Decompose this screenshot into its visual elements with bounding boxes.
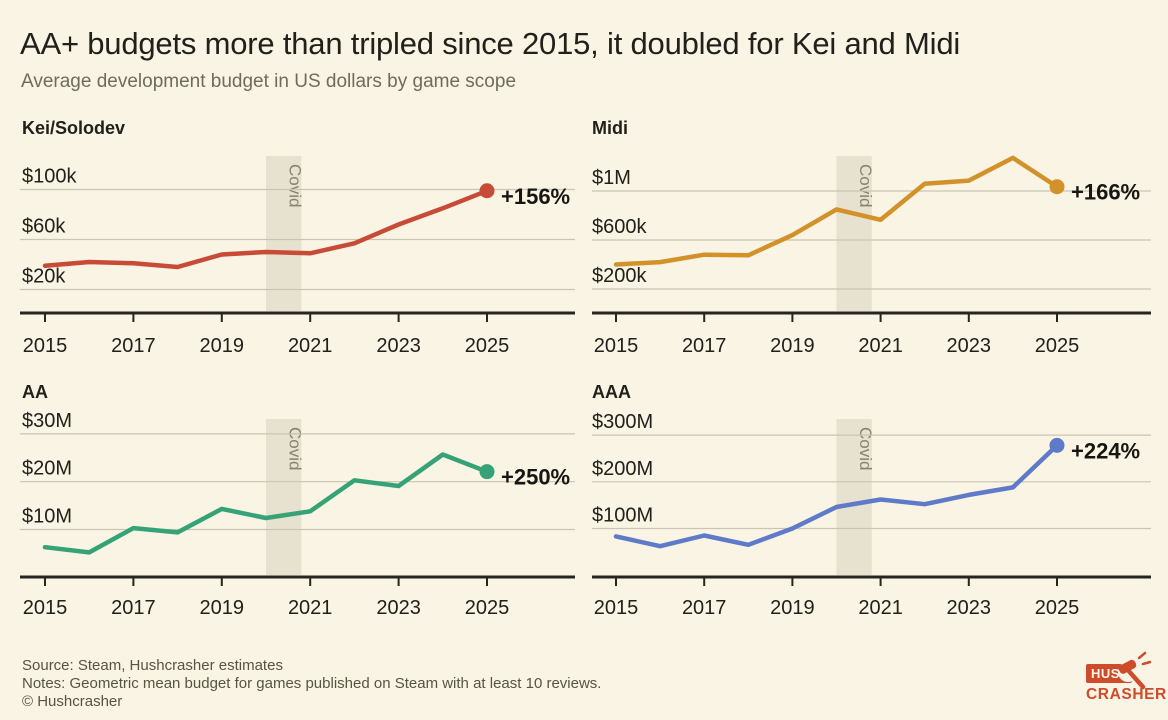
- covid-band: [266, 156, 302, 311]
- x-tick-label: 2015: [23, 335, 68, 357]
- y-tick-label: $600k: [592, 216, 647, 238]
- x-tick-label: 2023: [947, 335, 992, 357]
- y-tick-label: $60k: [22, 216, 66, 238]
- x-tick-label: 2015: [594, 597, 639, 619]
- footer-source: Source: Steam, Hushcrasher estimates: [22, 657, 283, 674]
- covid-band: [266, 419, 302, 575]
- x-tick-label: 2015: [594, 335, 639, 357]
- series-end-dot: [479, 183, 495, 199]
- series-line: [613, 443, 1060, 549]
- chart-panel-kei-solodev: Covid $100k $60k $20k Kei/Solodev +156% 2015 20…: [20, 118, 575, 357]
- footer-notes: Notes: Geometric mean budget for games p…: [22, 675, 602, 692]
- pct-change-label: +166%: [1071, 180, 1140, 205]
- covid-band-label: Covid: [856, 427, 875, 470]
- panel-title: Midi: [592, 118, 628, 138]
- y-tick-label: $20k: [22, 266, 66, 288]
- covid-band-label: Covid: [856, 164, 875, 207]
- covid-band-label: Covid: [286, 164, 305, 207]
- x-tick-label: 2017: [682, 597, 727, 619]
- x-tick-label: 2021: [858, 335, 903, 357]
- panel-title: AA: [22, 382, 48, 402]
- y-tick-label: $200M: [592, 458, 653, 480]
- page-title: AA+ budgets more than tripled since 2015…: [20, 26, 961, 61]
- x-tick-label: 2025: [1035, 335, 1080, 357]
- hammer-icon: [1118, 651, 1152, 690]
- x-tick-label: 2019: [770, 335, 815, 357]
- x-tick-label: 2017: [111, 597, 156, 619]
- covid-band: [836, 419, 872, 575]
- x-tick-label: 2025: [465, 597, 510, 619]
- x-tick-label: 2021: [288, 597, 333, 619]
- x-tick-label: 2025: [465, 335, 510, 357]
- x-tick-label: 2017: [111, 335, 156, 357]
- x-tick-label: 2025: [1035, 597, 1080, 619]
- x-tick-label: 2017: [682, 335, 727, 357]
- x-tick-label: 2021: [288, 335, 333, 357]
- footer-copyright: © Hushcrasher: [22, 693, 123, 710]
- page-subtitle: Average development budget in US dollars…: [21, 71, 517, 92]
- y-tick-label: $100k: [22, 166, 77, 188]
- x-tick-label: 2019: [770, 597, 815, 619]
- y-tick-label: $100M: [592, 505, 653, 527]
- footer: Source: Steam, Hushcrasher estimates Not…: [22, 657, 601, 711]
- y-tick-label: $20M: [22, 458, 72, 480]
- y-tick-label: $30M: [22, 410, 72, 432]
- covid-band: [836, 156, 872, 311]
- series-end-dot: [479, 464, 495, 480]
- pct-change-label: +250%: [501, 465, 570, 490]
- x-tick-label: 2019: [200, 335, 245, 357]
- panel-title: AAA: [592, 382, 631, 402]
- y-tick-label: $300M: [592, 411, 653, 433]
- x-tick-label: 2015: [23, 597, 68, 619]
- x-tick-label: 2021: [858, 597, 903, 619]
- covid-band-label: Covid: [286, 427, 305, 470]
- pct-change-label: +156%: [501, 184, 570, 209]
- series-line: [42, 188, 490, 270]
- y-tick-label: $200k: [592, 265, 647, 287]
- x-tick-label: 2023: [376, 597, 421, 619]
- series-end-dot: [1049, 179, 1065, 195]
- chart-panel-aa: Covid $30M $20M $10M AA +250% 2015 2017 2019 2021…: [20, 382, 575, 619]
- x-tick-label: 2019: [200, 597, 245, 619]
- series-line: [613, 155, 1060, 267]
- chart-panel-aaa: Covid $300M $200M $100M AAA +224% 2015 2017 2019…: [592, 382, 1151, 619]
- y-tick-label: $10M: [22, 506, 72, 528]
- logo-crasher-text: CRASHER: [1086, 686, 1167, 703]
- y-tick-label: $1M: [592, 167, 631, 189]
- series-end-dot: [1049, 437, 1065, 453]
- series-line: [42, 452, 490, 555]
- chart-panel-midi: Covid $1M $600k $200k Midi +166% 2015 2017 2019 2…: [592, 118, 1151, 357]
- pct-change-label: +224%: [1071, 438, 1140, 463]
- x-tick-label: 2023: [947, 597, 992, 619]
- x-tick-label: 2023: [376, 335, 421, 357]
- panel-title: Kei/Solodev: [22, 118, 125, 138]
